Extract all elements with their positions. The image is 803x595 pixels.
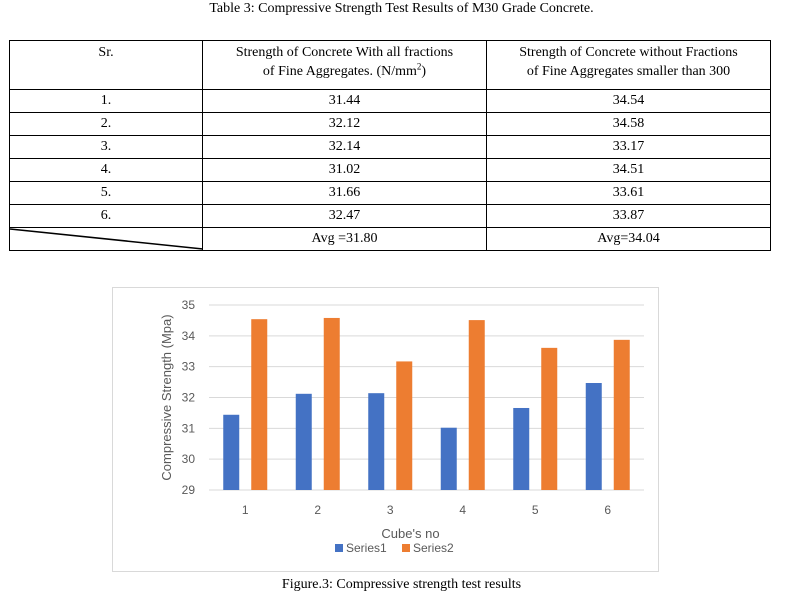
x-tick-label: 3 xyxy=(387,503,394,517)
y-tick-label: 29 xyxy=(182,483,196,497)
diagonal-line xyxy=(10,228,203,250)
cell-without: 33.17 xyxy=(486,135,771,159)
cell-without: 34.54 xyxy=(486,89,771,113)
cell-with-all: 31.02 xyxy=(202,158,487,182)
header-sr: Sr. xyxy=(9,40,203,90)
header-without-line2: of Fine Aggregates smaller than 300 xyxy=(526,64,731,79)
cell-without: 34.58 xyxy=(486,112,771,136)
cell-sr: 6. xyxy=(9,204,203,228)
table-avg-row: Avg =31.80 Avg=34.04 xyxy=(9,227,771,251)
bar-series2 xyxy=(323,317,340,490)
header-with-all-line1: Strength of Concrete With all fractions xyxy=(235,45,454,60)
x-tick-label: 4 xyxy=(459,503,466,517)
diagonal-blank-cell xyxy=(9,227,203,251)
chart-frame: 29 30 31 32 33 34 35 1 2 3 4 5 6 Compressive Strength… xyxy=(112,287,659,572)
bar-series1 xyxy=(513,407,530,490)
y-axis-title: Compressive Strength (Mpa) xyxy=(159,314,174,480)
bar-series1 xyxy=(585,383,602,490)
header-with-all-end: ) xyxy=(421,64,427,79)
table-row: 1. 31.44 34.54 xyxy=(9,89,771,113)
y-tick-label: 33 xyxy=(182,360,196,374)
bar-series1 xyxy=(223,414,240,490)
legend-swatch xyxy=(402,544,410,552)
bar-series2 xyxy=(468,320,485,490)
table-caption: Table 3: Compressive Strength Test Resul… xyxy=(209,1,594,16)
cell-sr: 4. xyxy=(9,158,203,182)
bar-series1 xyxy=(440,427,457,490)
table-row: 2. 32.12 34.58 xyxy=(9,112,771,136)
legend-label: Series2 xyxy=(413,541,454,555)
header-without-fractions: Strength of Concrete without Fractions o… xyxy=(486,40,771,90)
y-tick-label: 35 xyxy=(182,298,196,312)
cell-without: 33.61 xyxy=(486,181,771,205)
cell-sr: 1. xyxy=(9,89,203,113)
header-unit-superscript: 2 xyxy=(416,61,422,72)
cell-without: 33.87 xyxy=(486,204,771,228)
cell-with-all: 32.47 xyxy=(202,204,487,228)
results-table: Sr. Strength of Concrete With all fracti… xyxy=(9,40,771,251)
cell-sr: 3. xyxy=(9,135,203,159)
cell-with-all: 32.14 xyxy=(202,135,487,159)
table-row: 5. 31.66 33.61 xyxy=(9,181,771,205)
cell-with-all: 32.12 xyxy=(202,112,487,136)
figure-caption: Figure.3: Compressive strength test resu… xyxy=(281,577,522,592)
bar-series1 xyxy=(295,393,312,490)
cell-sr: 5. xyxy=(9,181,203,205)
bar-series2 xyxy=(613,339,630,490)
header-without-line1: Strength of Concrete without Fractions xyxy=(519,45,738,60)
bar-series2 xyxy=(541,347,558,490)
y-tick-label: 34 xyxy=(182,329,196,343)
table-row: 3. 32.14 33.17 xyxy=(9,135,771,159)
header-with-all-line2: of Fine Aggregates. (N/mm xyxy=(262,64,417,79)
x-tick-label: 6 xyxy=(604,503,611,517)
y-tick-label: 31 xyxy=(182,421,196,435)
x-axis-title: Cube's no xyxy=(381,526,439,541)
x-tick-label: 5 xyxy=(532,503,539,517)
x-tick-label: 1 xyxy=(242,503,249,517)
cell-with-all: 31.66 xyxy=(202,181,487,205)
header-with-all-fractions: Strength of Concrete With all fractions … xyxy=(202,40,487,90)
avg-with-all: Avg =31.80 xyxy=(202,227,487,251)
bar-series1 xyxy=(368,393,385,490)
bar-series2 xyxy=(251,319,268,490)
avg-without: Avg=34.04 xyxy=(486,227,771,251)
legend-swatch xyxy=(335,544,343,552)
cell-with-all: 31.44 xyxy=(202,89,487,113)
y-tick-label: 30 xyxy=(182,452,196,466)
table-row: 6. 32.47 33.87 xyxy=(9,204,771,228)
legend-label: Series1 xyxy=(346,541,387,555)
bar-series2 xyxy=(396,361,413,490)
x-tick-label: 2 xyxy=(314,503,321,517)
table-header-row: Sr. Strength of Concrete With all fracti… xyxy=(9,40,771,90)
table-row: 4. 31.02 34.51 xyxy=(9,158,771,182)
cell-without: 34.51 xyxy=(486,158,771,182)
cell-sr: 2. xyxy=(9,112,203,136)
y-tick-label: 32 xyxy=(182,391,196,405)
